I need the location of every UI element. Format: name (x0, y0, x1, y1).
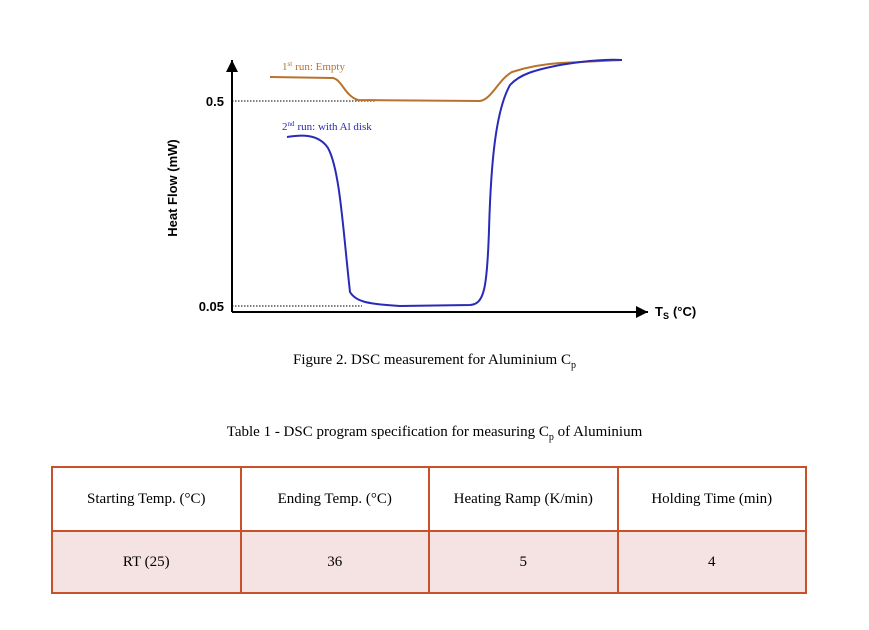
y-tick-label: 0.05 (199, 299, 224, 314)
header-cell: Heating Ramp (K/min) (428, 466, 619, 532)
x-axis-subscript: S (663, 311, 669, 321)
spec-table: Starting Temp. (°C) Ending Temp. (°C) He… (51, 466, 807, 594)
cell: 36 (239, 530, 430, 594)
title-rest: of Aluminium (557, 424, 643, 440)
curve-empty (269, 59, 623, 103)
ordinal-suffix: st (288, 60, 293, 68)
ordinal: 2 (282, 121, 288, 133)
series-text: run: Empty (295, 61, 345, 73)
cell: 4 (616, 530, 807, 594)
title-text: Table 1 - DSC program specification for … (226, 424, 549, 440)
y-tick-label: 0.5 (206, 94, 224, 109)
series-label: 1st run: Empty (282, 60, 345, 73)
cell: RT (25) (51, 530, 242, 594)
title-subscript: p (548, 432, 554, 443)
caption-subscript: p (570, 360, 576, 371)
figure: 0.5 0.05 Heat Flow (mW) TS (°C) 1st run: E… (165, 58, 696, 321)
series-label: 2nd run: with Al disk (282, 120, 372, 133)
header-row: Starting Temp. (°C) Ending Temp. (°C) He… (51, 466, 807, 532)
y-axis-label: Heat Flow (mW) (165, 139, 180, 237)
header-cell: Starting Temp. (°C) (51, 466, 242, 532)
cell: 5 (428, 530, 619, 594)
x-axis-label: TS (°C) (655, 304, 696, 321)
data-row: RT (25) 36 5 4 (51, 530, 807, 594)
caption-text: Figure 2. DSC measurement for Aluminium … (293, 352, 571, 368)
series-text: run: with Al disk (298, 121, 373, 133)
header-cell: Ending Temp. (°C) (239, 466, 430, 532)
curve-al-disk (286, 58, 623, 308)
header-cell: Holding Time (min) (616, 466, 807, 532)
x-axis-symbol: T (655, 304, 663, 319)
table-title: Table 1 - DSC program specification for … (0, 424, 869, 443)
x-axis-unit: (°C) (673, 304, 696, 319)
ordinal: 1 (282, 61, 288, 73)
figure-caption: Figure 2. DSC measurement for Aluminium … (0, 352, 869, 371)
ordinal-suffix: nd (288, 120, 296, 128)
